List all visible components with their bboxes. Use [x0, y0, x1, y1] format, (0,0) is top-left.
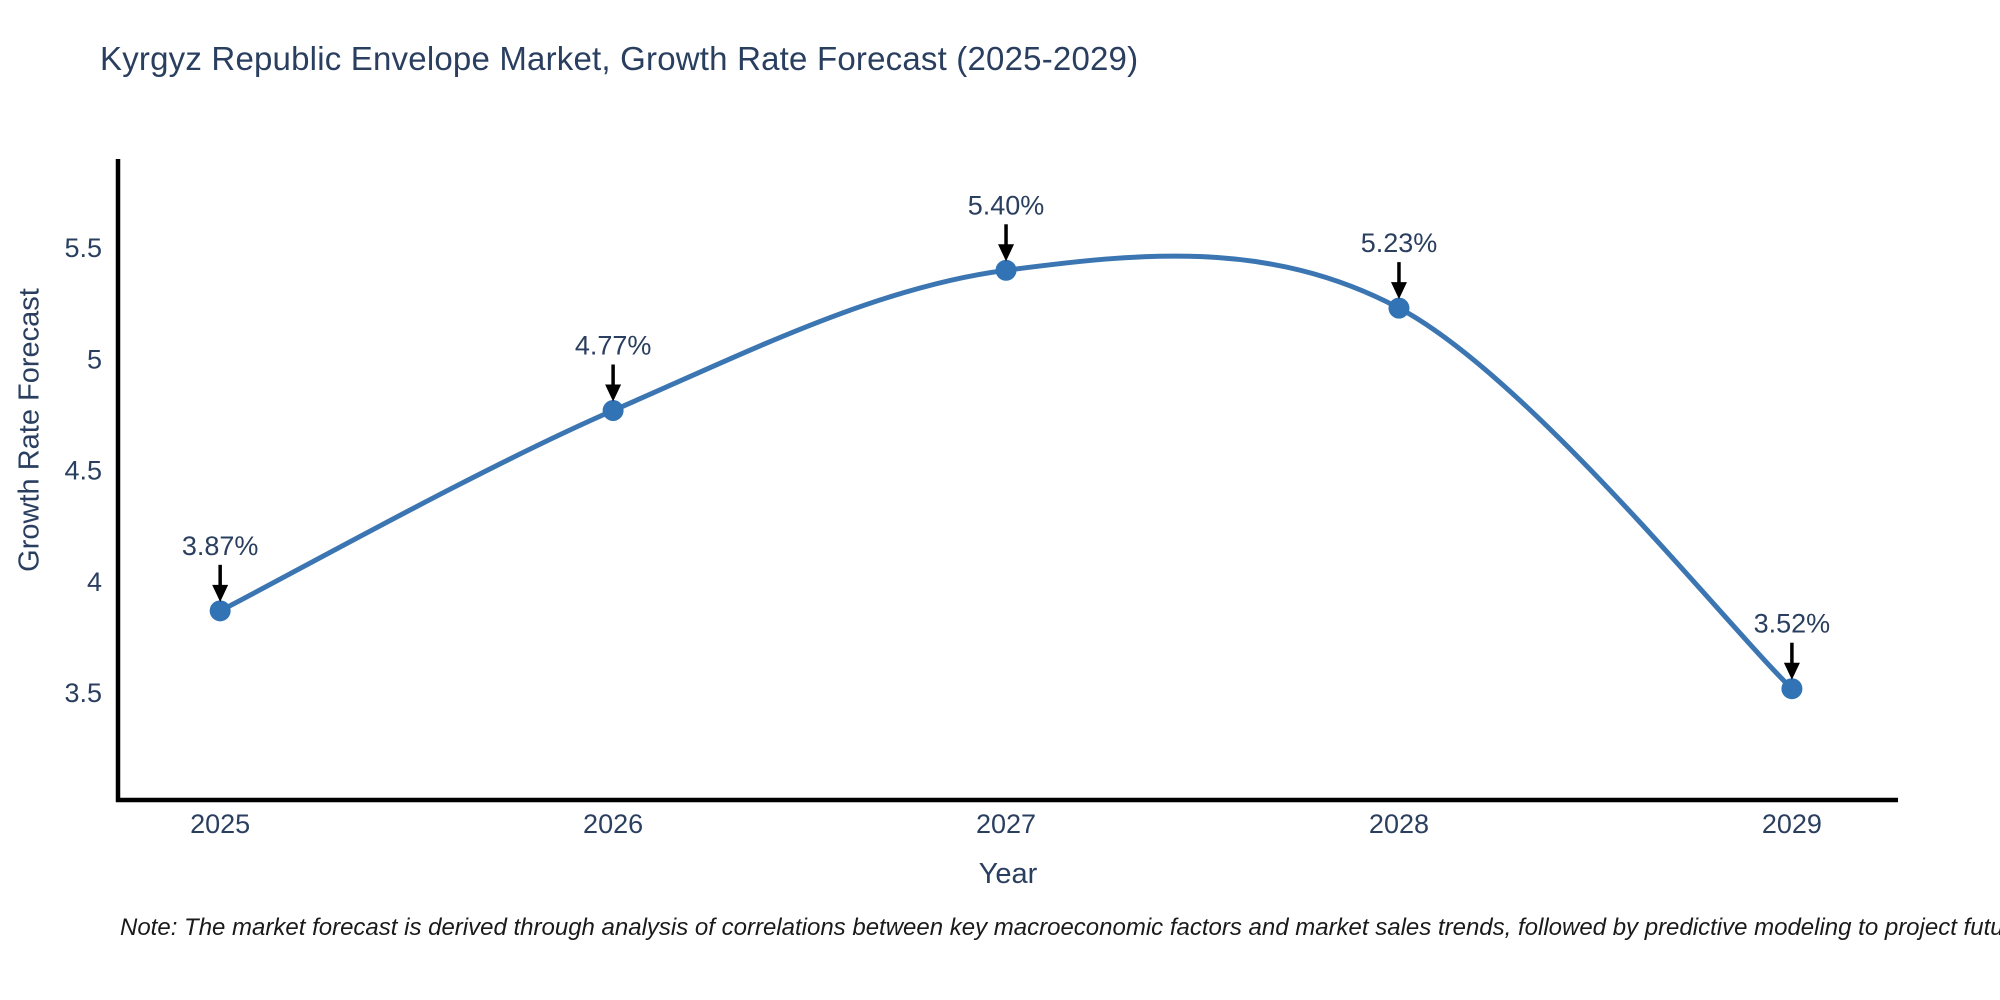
data-point-marker [995, 259, 1017, 281]
footnote: Note: The market forecast is derived thr… [120, 914, 2000, 941]
data-point-label: 3.52% [1754, 609, 1831, 639]
y-tick-label: 4.5 [64, 456, 102, 486]
data-point-label: 3.87% [182, 531, 259, 561]
x-axis-title: Year [978, 858, 1038, 890]
annotation-arrow-head [1783, 662, 1800, 680]
x-tick-label: 2025 [190, 809, 250, 839]
annotation-arrow-head [1390, 282, 1407, 300]
annotation-arrow-head [212, 584, 229, 602]
chart-title: Kyrgyz Republic Envelope Market, Growth … [100, 40, 1139, 77]
data-point-marker [1781, 678, 1803, 700]
x-tick-label: 2029 [1762, 809, 1822, 839]
y-tick-label: 3.5 [64, 678, 102, 708]
data-point-marker [209, 600, 231, 622]
data-point-label: 5.23% [1361, 228, 1438, 258]
annotation-arrow-head [998, 244, 1015, 262]
data-point-marker [602, 400, 624, 422]
x-tick-label: 2028 [1369, 809, 1429, 839]
forecast-line [217, 253, 1795, 692]
annotation-arrow-head [605, 384, 622, 402]
x-tick-label: 2027 [976, 809, 1036, 839]
data-point-marker [1388, 297, 1410, 319]
data-point-label: 5.40% [968, 190, 1045, 220]
y-tick-label: 5.5 [64, 233, 102, 263]
x-tick-label: 2026 [583, 809, 643, 839]
data-point-label: 4.77% [575, 331, 652, 361]
y-tick-label: 5 [87, 344, 102, 374]
y-axis-title: Growth Rate Forecast [13, 288, 46, 572]
y-tick-label: 4 [87, 567, 102, 597]
